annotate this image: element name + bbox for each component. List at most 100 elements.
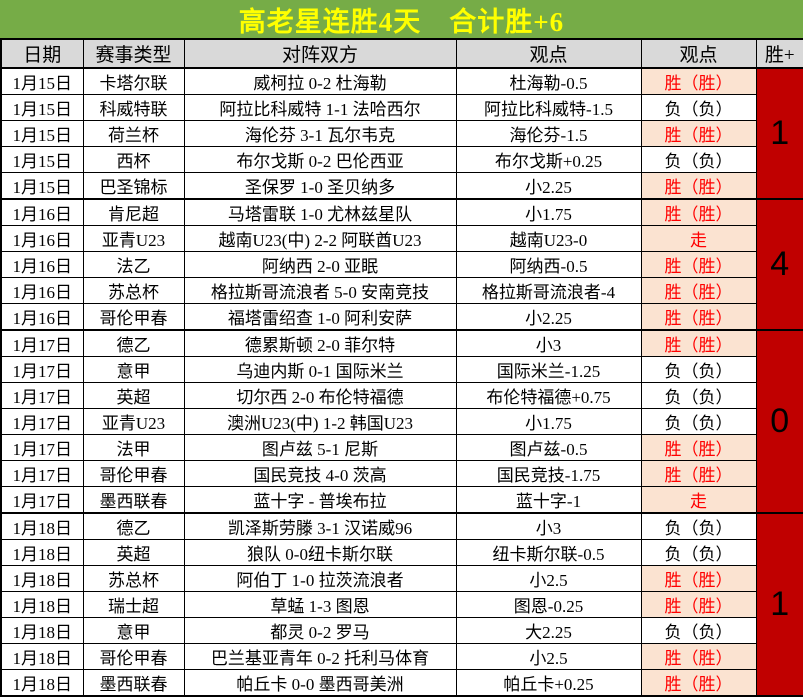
league-cell: 科威特联	[82, 94, 185, 121]
view-cell: 小2.5	[455, 643, 642, 670]
league-cell: 哥伦甲春	[82, 303, 185, 331]
match-cell: 威柯拉 0-2 杜海勒	[183, 67, 457, 95]
table-row: 1月17日 英超 切尔西 2-0 布伦特福德 布伦特福德+0.75 负（负）	[0, 382, 803, 409]
date-cell: 1月16日	[0, 251, 84, 278]
league-cell: 德乙	[82, 512, 185, 540]
result-cell: 负（负）	[640, 539, 757, 566]
date-cell: 1月16日	[0, 303, 84, 331]
league-cell: 西杯	[82, 146, 185, 173]
match-cell: 阿拉比科威特 1-1 法哈西尔	[183, 94, 457, 121]
league-cell: 哥伦甲春	[82, 460, 185, 487]
date-cell: 1月15日	[0, 67, 84, 95]
date-cell: 1月16日	[0, 225, 84, 252]
date-cell: 1月15日	[0, 172, 84, 200]
date-cell: 1月18日	[0, 617, 84, 644]
table-row: 1月18日 苏总杯 阿伯丁 1-0 拉茨流浪者 小2.5 胜（胜）	[0, 565, 803, 592]
date-cell: 1月16日	[0, 198, 84, 226]
table-row: 1月15日 科威特联 阿拉比科威特 1-1 法哈西尔 阿拉比科威特-1.5 负（负）	[0, 94, 803, 121]
result-cell: 走	[640, 225, 757, 252]
date-cell: 1月18日	[0, 512, 84, 540]
date-cell: 1月17日	[0, 408, 84, 435]
league-cell: 法甲	[82, 434, 185, 461]
date-cell: 1月18日	[0, 565, 84, 592]
league-cell: 苏总杯	[82, 565, 185, 592]
date-cell: 1月18日	[0, 643, 84, 670]
match-cell: 凯泽斯劳滕 3-1 汉诺威96	[183, 512, 457, 540]
date-cell: 1月17日	[0, 486, 84, 514]
table-row: 1月18日 意甲 都灵 0-2 罗马 大2.25 负（负）	[0, 617, 803, 644]
view-cell: 图恩-0.25	[455, 591, 642, 618]
date-cell: 1月17日	[0, 434, 84, 461]
page-title: 高老星连胜4天 合计胜+6	[238, 6, 565, 37]
league-cell: 卡塔尔联	[82, 67, 185, 95]
net-win-cell: 1	[755, 512, 803, 697]
view-cell: 阿纳西-0.5	[455, 251, 642, 278]
match-cell: 福塔雷绍查 1-0 阿利安萨	[183, 303, 457, 331]
league-cell: 墨西联春	[82, 486, 185, 514]
match-cell: 国民竞技 4-0 茨高	[183, 460, 457, 487]
league-cell: 肯尼超	[82, 198, 185, 226]
view-cell: 小3	[455, 329, 642, 357]
net-win-cell: 1	[755, 67, 803, 200]
result-cell: 胜（胜）	[640, 198, 757, 226]
title-bar: 高老星连胜4天 合计胜+6	[0, 0, 803, 38]
match-cell: 乌迪内斯 0-1 国际米兰	[183, 356, 457, 383]
result-cell: 走	[640, 486, 757, 514]
net-win-cell: 4	[755, 198, 803, 331]
league-cell: 巴圣锦标	[82, 172, 185, 200]
results-body: 1月15日 卡塔尔联 威柯拉 0-2 杜海勒 杜海勒-0.5 胜（胜） 1 1月15日 科威特…	[0, 67, 803, 697]
view-cell: 纽卡斯尔联-0.5	[455, 539, 642, 566]
view-cell: 越南U23-0	[455, 225, 642, 252]
table-row: 1月18日 墨西联春 帕丘卡 0-0 墨西哥美洲 帕丘卡+0.25 胜（胜）	[0, 669, 803, 697]
match-cell: 都灵 0-2 罗马	[183, 617, 457, 644]
league-cell: 荷兰杯	[82, 120, 185, 147]
match-cell: 巴兰基亚青年 0-2 托利马体育	[183, 643, 457, 670]
table-row: 1月17日 亚青U23 澳洲U23(中) 1-2 韩国U23 小1.75 负（负）	[0, 408, 803, 435]
match-cell: 海伦芬 3-1 瓦尔韦克	[183, 120, 457, 147]
header-row: 日期 赛事类型 对阵双方 观点 观点 胜+	[0, 38, 803, 69]
table-row: 1月17日 意甲 乌迪内斯 0-1 国际米兰 国际米兰-1.25 负（负）	[0, 356, 803, 383]
match-cell: 蓝十字 - 普埃布拉	[183, 486, 457, 514]
result-cell: 负（负）	[640, 94, 757, 121]
header-league: 赛事类型	[82, 38, 185, 69]
result-cell: 胜（胜）	[640, 565, 757, 592]
results-table: 日期 赛事类型 对阵双方 观点 观点 胜+ 1月15日 卡塔尔联 威柯拉 0-2 杜…	[0, 38, 803, 697]
view-cell: 大2.25	[455, 617, 642, 644]
result-cell: 胜（胜）	[640, 591, 757, 618]
view-cell: 小2.5	[455, 565, 642, 592]
league-cell: 墨西联春	[82, 669, 185, 697]
date-cell: 1月17日	[0, 460, 84, 487]
view-cell: 蓝十字-1	[455, 486, 642, 514]
date-cell: 1月15日	[0, 146, 84, 173]
view-cell: 小1.75	[455, 408, 642, 435]
match-cell: 马塔雷联 1-0 尤林兹星队	[183, 198, 457, 226]
match-cell: 阿纳西 2-0 亚眠	[183, 251, 457, 278]
match-cell: 格拉斯哥流浪者 5-0 安南竞技	[183, 277, 457, 304]
league-cell: 亚青U23	[82, 408, 185, 435]
result-cell: 胜（胜）	[640, 251, 757, 278]
league-cell: 英超	[82, 539, 185, 566]
view-cell: 帕丘卡+0.25	[455, 669, 642, 697]
table-header: 日期 赛事类型 对阵双方 观点 观点 胜+	[0, 38, 803, 69]
league-cell: 苏总杯	[82, 277, 185, 304]
date-cell: 1月17日	[0, 329, 84, 357]
date-cell: 1月17日	[0, 356, 84, 383]
date-cell: 1月18日	[0, 591, 84, 618]
league-cell: 哥伦甲春	[82, 643, 185, 670]
view-cell: 杜海勒-0.5	[455, 67, 642, 95]
match-cell: 狼队 0-0纽卡斯尔联	[183, 539, 457, 566]
date-cell: 1月17日	[0, 382, 84, 409]
date-cell: 1月16日	[0, 277, 84, 304]
result-cell: 胜（胜）	[640, 303, 757, 331]
result-cell: 负（负）	[640, 617, 757, 644]
result-cell: 负（负）	[640, 512, 757, 540]
result-cell: 负（负）	[640, 408, 757, 435]
league-cell: 英超	[82, 382, 185, 409]
view-cell: 小2.25	[455, 303, 642, 331]
result-cell: 胜（胜）	[640, 643, 757, 670]
table-row: 1月18日 英超 狼队 0-0纽卡斯尔联 纽卡斯尔联-0.5 负（负）	[0, 539, 803, 566]
table-row: 1月15日 卡塔尔联 威柯拉 0-2 杜海勒 杜海勒-0.5 胜（胜） 1	[0, 67, 803, 200]
match-cell: 帕丘卡 0-0 墨西哥美洲	[183, 669, 457, 697]
table-row: 1月17日 德乙 德累斯顿 2-0 菲尔特 小3 胜（胜） 0	[0, 329, 803, 514]
match-cell: 布尔戈斯 0-2 巴伦西亚	[183, 146, 457, 173]
